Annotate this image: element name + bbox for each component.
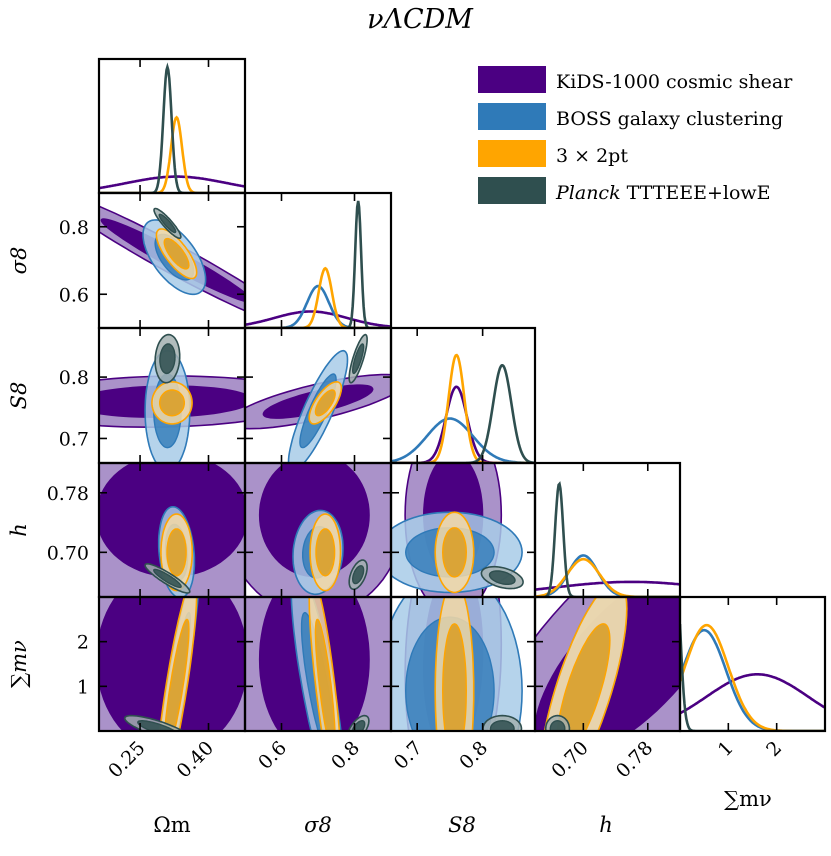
contour-68-planck	[489, 719, 515, 731]
contour-68-planck	[352, 564, 365, 585]
marginal-line-kids	[245, 310, 391, 328]
marginal-2	[391, 353, 535, 463]
marginal-line-planck	[391, 363, 535, 463]
y-tick-label: 0.7	[59, 428, 89, 450]
x-axis-label: ∑mν	[724, 787, 772, 811]
marginal-line-threex2	[680, 623, 825, 731]
contour-planck	[544, 714, 571, 731]
contour-68-planck	[488, 570, 516, 585]
marginal-line-kids	[680, 673, 825, 715]
contour-planck	[480, 565, 524, 590]
contour-threex2	[434, 511, 475, 594]
y-axis-label: σ8	[7, 247, 31, 275]
x-tick-label: 1	[714, 737, 738, 761]
marginal-line-planck	[245, 200, 391, 328]
y-tick-label: 0.78	[47, 483, 89, 505]
contour-threex2	[543, 597, 628, 731]
x-tick-label: 0.25	[104, 737, 149, 782]
legend-swatch-planck	[478, 177, 546, 204]
marginal-line-planck	[99, 62, 245, 193]
y-axis-label: ∑mν	[7, 640, 31, 688]
chart-title: νΛCDM	[367, 4, 474, 35]
x-tick-label: 0.70	[547, 737, 592, 782]
contour-68-threex2	[314, 618, 336, 731]
contour-68-planck	[352, 343, 365, 375]
contour-threex2	[308, 380, 343, 425]
legend-label-threex2: 3 × 2pt	[556, 145, 628, 167]
x-axis-label: h	[599, 813, 613, 837]
contour-68-threex2	[441, 527, 468, 578]
legend-label-boss: BOSS galaxy clustering	[556, 108, 783, 130]
legend: KiDS-1000 cosmic shear BOSS galaxy cluste…	[478, 66, 793, 204]
x-tick-label: 0.40	[173, 737, 218, 782]
contour-threex2	[308, 597, 341, 731]
contour-68-planck	[158, 213, 177, 234]
contour-68-planck	[549, 719, 566, 731]
marginal-line-planck	[680, 623, 825, 731]
contour-68-planck	[159, 343, 176, 375]
contour-68-threex2	[556, 623, 611, 731]
panel-frame	[533, 461, 682, 599]
x-axis-label: σ8	[304, 813, 332, 837]
x-tick-label: 0.6	[254, 737, 291, 774]
legend-swatch-kids	[478, 66, 546, 93]
panel-frame	[678, 595, 827, 733]
x-tick-label: 0.7	[390, 737, 427, 774]
contour-68-threex2	[315, 528, 336, 577]
marginal-line-boss	[245, 284, 391, 328]
marginal-line-kids	[99, 175, 245, 190]
y-axis-label: h	[7, 523, 31, 537]
contour-threex2	[159, 597, 198, 731]
x-tick-label: 0.8	[327, 737, 364, 774]
x-tick-label: 0.8	[455, 737, 492, 774]
contour-68-planck	[137, 720, 176, 731]
marginal-line-planck	[535, 481, 680, 597]
marginal-line-threex2	[391, 353, 535, 463]
contour-planck	[348, 333, 368, 384]
contour-planck	[482, 714, 523, 731]
marginal-line-boss	[391, 417, 535, 463]
marginal-3	[535, 481, 680, 597]
x-tick-label: 2	[762, 737, 786, 761]
x-axis-label: Ωm	[153, 813, 190, 837]
legend-label-kids: KiDS-1000 cosmic shear	[556, 71, 793, 93]
contour-68-threex2	[163, 237, 190, 270]
contour-68-threex2	[441, 623, 468, 731]
marginal-line-kids	[391, 385, 535, 463]
legend-swatch-threex2	[478, 140, 546, 167]
contour-planck	[144, 563, 191, 594]
contour-threex2	[151, 380, 193, 425]
contour-68-threex2	[166, 528, 187, 577]
y-tick-label: 0.8	[59, 217, 89, 239]
y-tick-label: 1	[77, 676, 89, 698]
marginal-line-threex2	[245, 266, 391, 328]
contour-68-planck	[153, 568, 182, 588]
y-tick-label: 0.70	[47, 542, 89, 564]
legend-swatch-boss	[478, 103, 546, 130]
marginal-4	[680, 623, 825, 731]
contour-planck	[348, 559, 368, 591]
x-axis-label: S8	[448, 813, 476, 837]
contour-68-threex2	[164, 618, 190, 731]
contour-68-threex2	[314, 389, 336, 417]
y-axis-label: S8	[7, 382, 31, 410]
contour-threex2	[434, 597, 475, 731]
y-tick-label: 2	[77, 632, 89, 654]
marginal-line-boss	[680, 628, 825, 731]
marginal-1	[245, 200, 391, 328]
contour-planck	[153, 207, 182, 240]
y-tick-label: 0.8	[59, 367, 89, 389]
legend-label-planck: Planck TTTEEE+lowE	[555, 182, 771, 204]
panel-frame	[243, 191, 393, 330]
contour-threex2	[155, 228, 198, 280]
marginal-line-boss	[535, 554, 680, 597]
contour-planck	[154, 333, 181, 384]
contour-threex2	[309, 513, 342, 592]
marginal-0	[99, 62, 245, 193]
x-tick-label: 0.78	[612, 737, 657, 782]
marginal-line-threex2	[535, 557, 680, 597]
contour-68-threex2	[159, 389, 185, 417]
y-tick-label: 0.6	[59, 284, 89, 306]
